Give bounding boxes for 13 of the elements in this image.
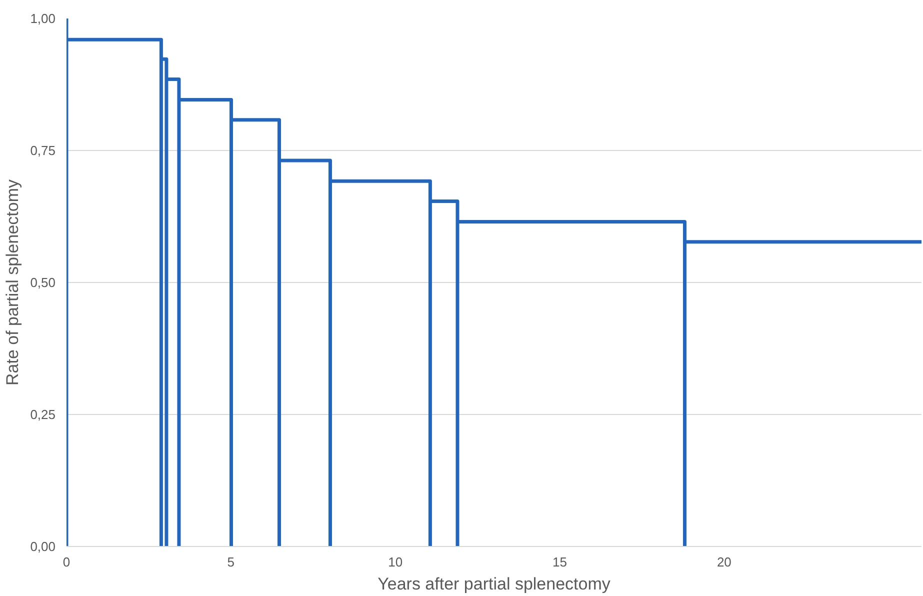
y-axis-title: Rate of partial splenectomy [3,179,22,386]
x-tick-label: 15 [552,554,568,570]
x-tick-label: 0 [62,554,70,570]
y-tick-label: 0,75 [30,143,56,158]
y-tick-label: 1,00 [30,11,56,26]
y-tick-label: 0,25 [30,407,56,422]
x-tick-label: 10 [388,554,403,570]
line-series [66,18,922,546]
x-axis-title: Years after partial splenectomy [378,574,611,594]
x-tick-label: 20 [716,554,732,570]
x-tick-label: 5 [227,554,235,570]
y-tick-label: 0,00 [30,539,56,554]
y-tick-label: 0,50 [30,275,56,290]
